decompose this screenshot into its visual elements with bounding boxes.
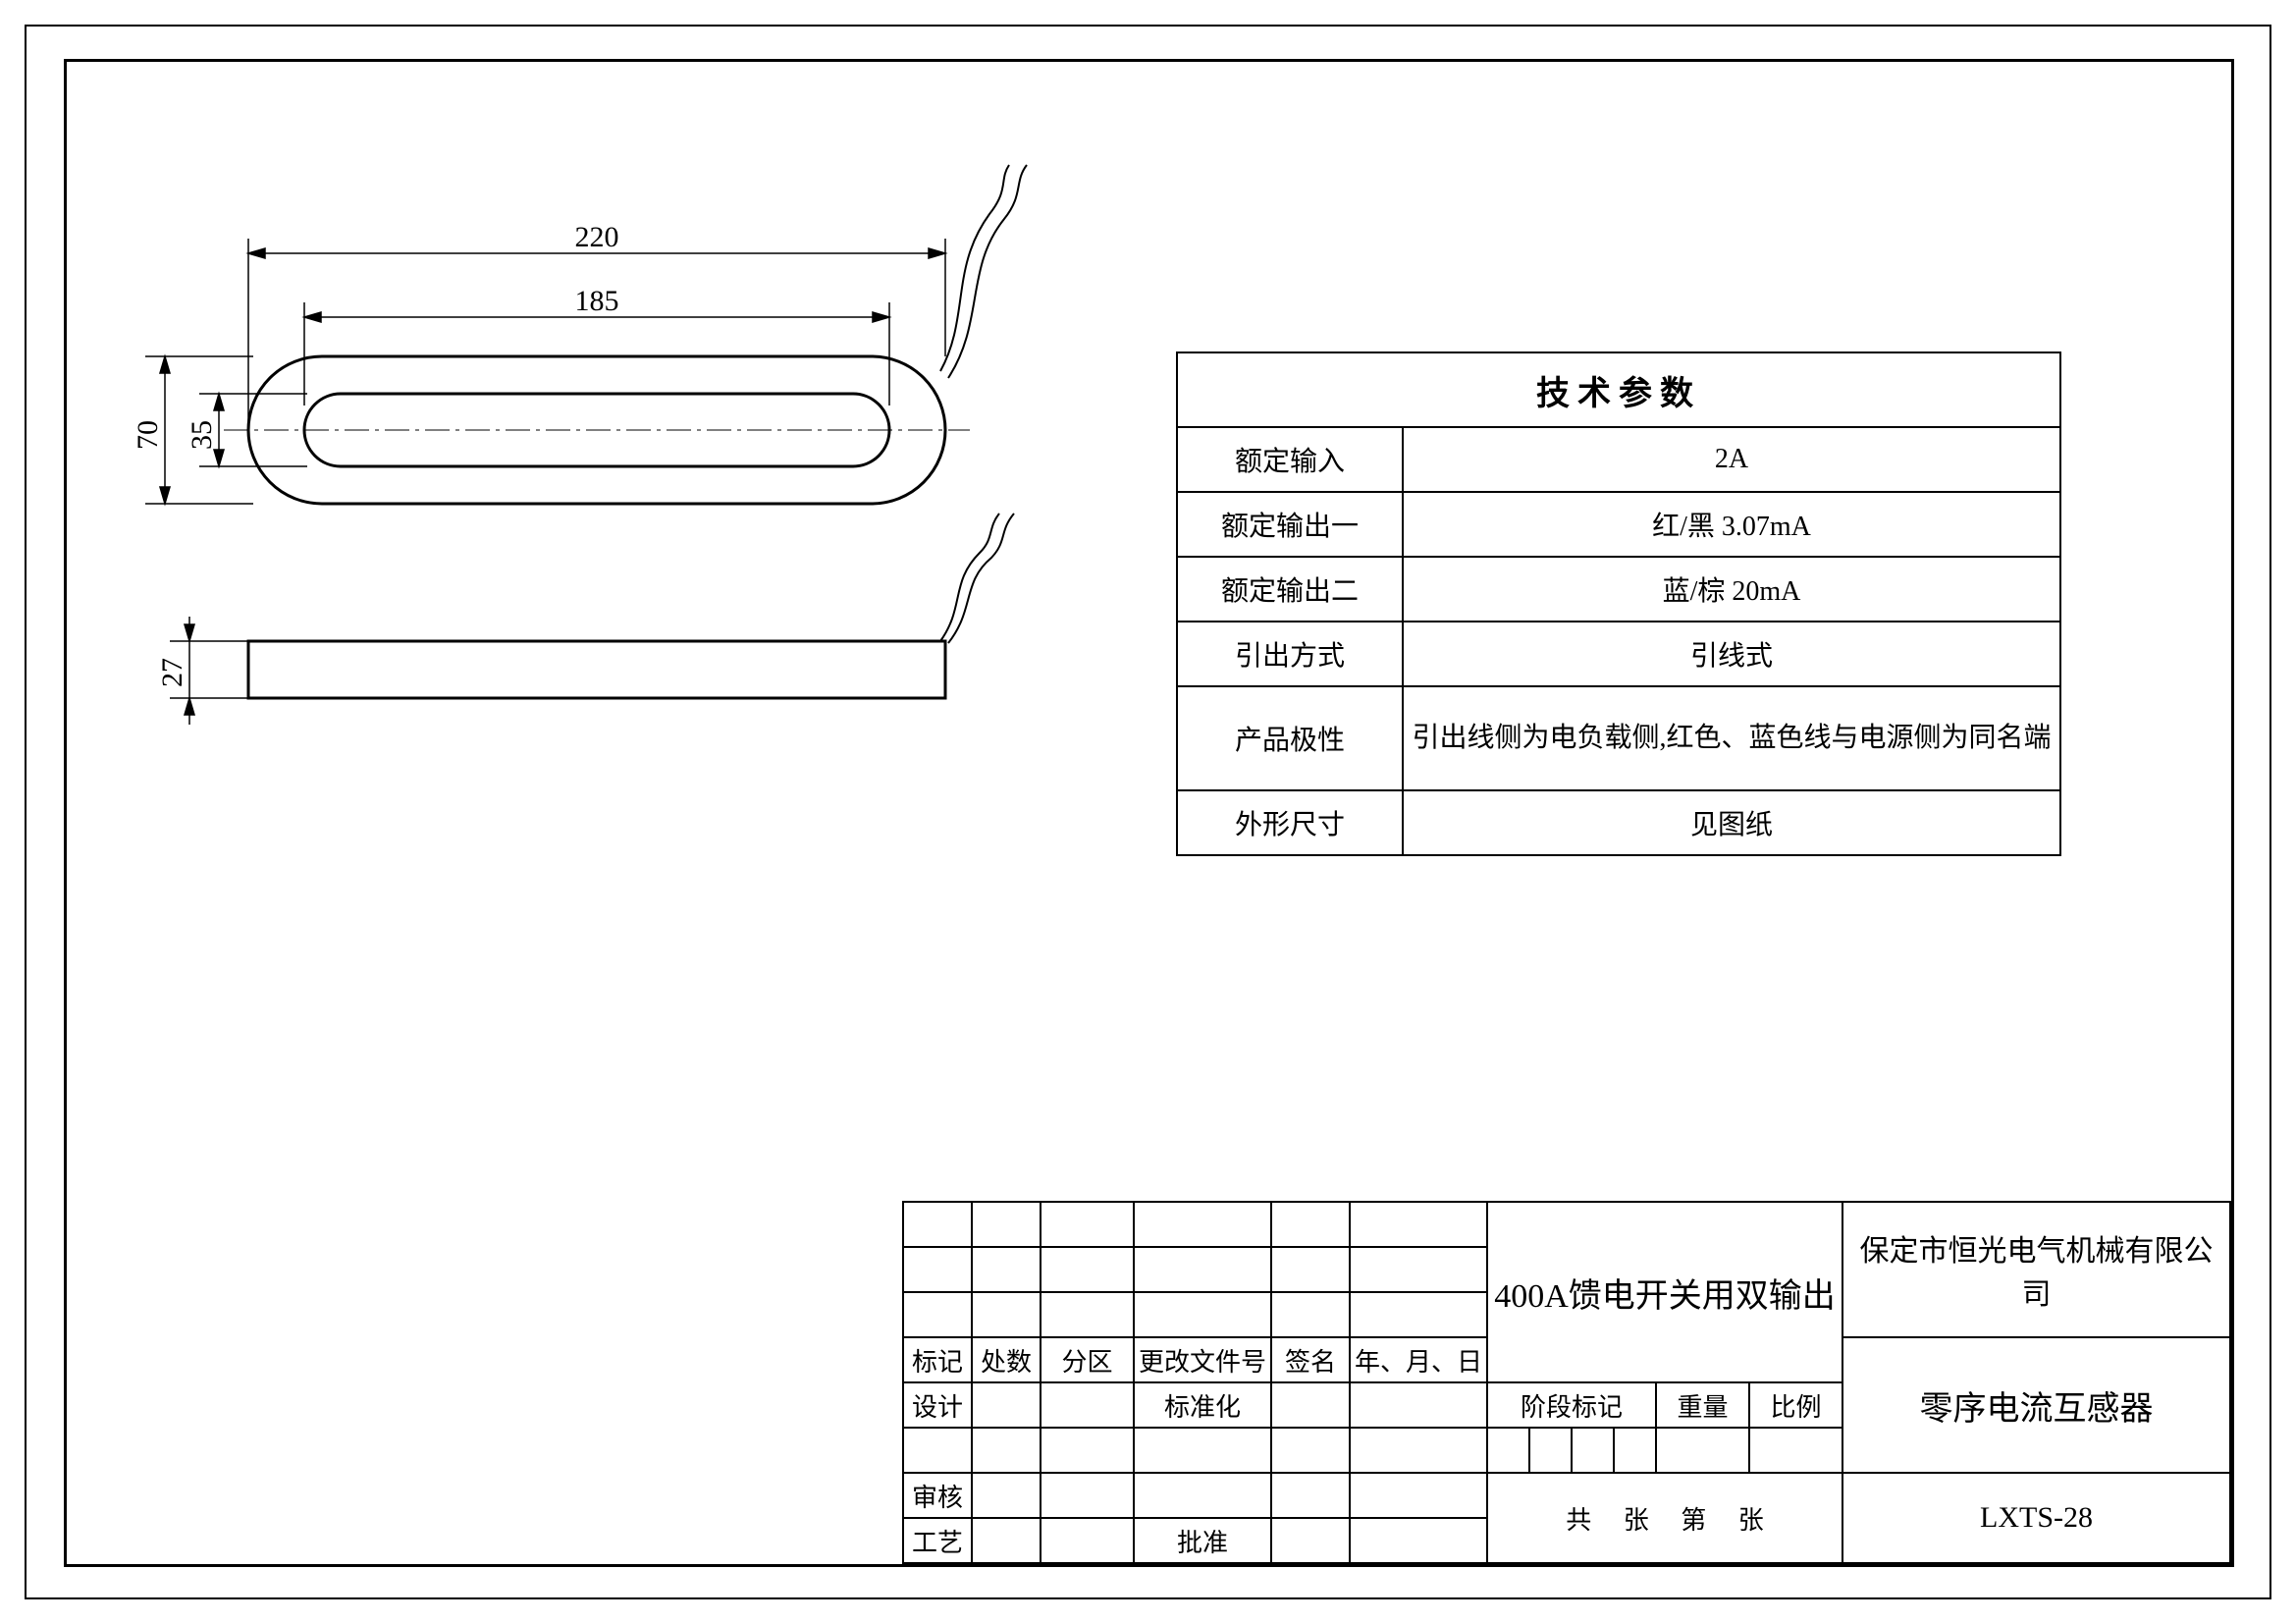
tb-h: 阶段标记 bbox=[1487, 1382, 1656, 1428]
spec-value: 引线式 bbox=[1403, 622, 2060, 686]
tb-product: 零序电流互感器 bbox=[1842, 1337, 2230, 1473]
dim-thickness: 27 bbox=[156, 658, 188, 687]
tb-model: LXTS-28 bbox=[1842, 1473, 2230, 1563]
tb-h: 重量 bbox=[1656, 1382, 1749, 1428]
tb-h: 更改文件号 bbox=[1134, 1337, 1271, 1382]
inner-frame: 220 185 bbox=[64, 59, 2234, 1567]
tb-h: 工艺 bbox=[903, 1518, 972, 1563]
tb-h: 签名 bbox=[1271, 1337, 1350, 1382]
tb-company: 保定市恒光电气机械有限公司 bbox=[1842, 1202, 2230, 1337]
tb-h: 批准 bbox=[1134, 1518, 1271, 1563]
spec-label: 引出方式 bbox=[1177, 622, 1403, 686]
spec-table: 技术参数 额定输入 2A 额定输出一 红/黑 3.07mA 额定输出二 蓝/棕 … bbox=[1176, 352, 2061, 856]
dim-outer-width: 220 bbox=[575, 221, 619, 253]
title-block: 400A馈电开关用双输出 保定市恒光电气机械有限公司 标记 处数 分区 更改文件… bbox=[902, 1201, 2231, 1564]
tb-h: 年、月、日 bbox=[1350, 1337, 1487, 1382]
tb-h: 审核 bbox=[903, 1473, 972, 1518]
spec-value: 2A bbox=[1403, 427, 2060, 492]
spec-label: 外形尺寸 bbox=[1177, 790, 1403, 855]
spec-value: 蓝/棕 20mA bbox=[1403, 557, 2060, 622]
dim-inner-height: 35 bbox=[186, 420, 218, 450]
tb-h: 标准化 bbox=[1134, 1382, 1271, 1428]
part-drawing: 220 185 bbox=[86, 121, 1117, 808]
spec-label: 额定输入 bbox=[1177, 427, 1403, 492]
spec-value: 引出线侧为电负载侧,红色、蓝色线与电源侧为同名端 bbox=[1403, 686, 2060, 790]
spec-label: 额定输出一 bbox=[1177, 492, 1403, 557]
tb-desc: 400A馈电开关用双输出 bbox=[1487, 1202, 1842, 1382]
tb-h: 处数 bbox=[972, 1337, 1041, 1382]
dim-outer-height: 70 bbox=[132, 420, 164, 450]
spec-value: 红/黑 3.07mA bbox=[1403, 492, 2060, 557]
spec-label: 产品极性 bbox=[1177, 686, 1403, 790]
tb-h: 分区 bbox=[1041, 1337, 1134, 1382]
spec-title: 技术参数 bbox=[1177, 352, 2060, 427]
spec-value: 见图纸 bbox=[1403, 790, 2060, 855]
tb-h: 比例 bbox=[1749, 1382, 1842, 1428]
tb-h: 设计 bbox=[903, 1382, 972, 1428]
tb-h: 标记 bbox=[903, 1337, 972, 1382]
dim-inner-width: 185 bbox=[575, 285, 619, 317]
spec-label: 额定输出二 bbox=[1177, 557, 1403, 622]
